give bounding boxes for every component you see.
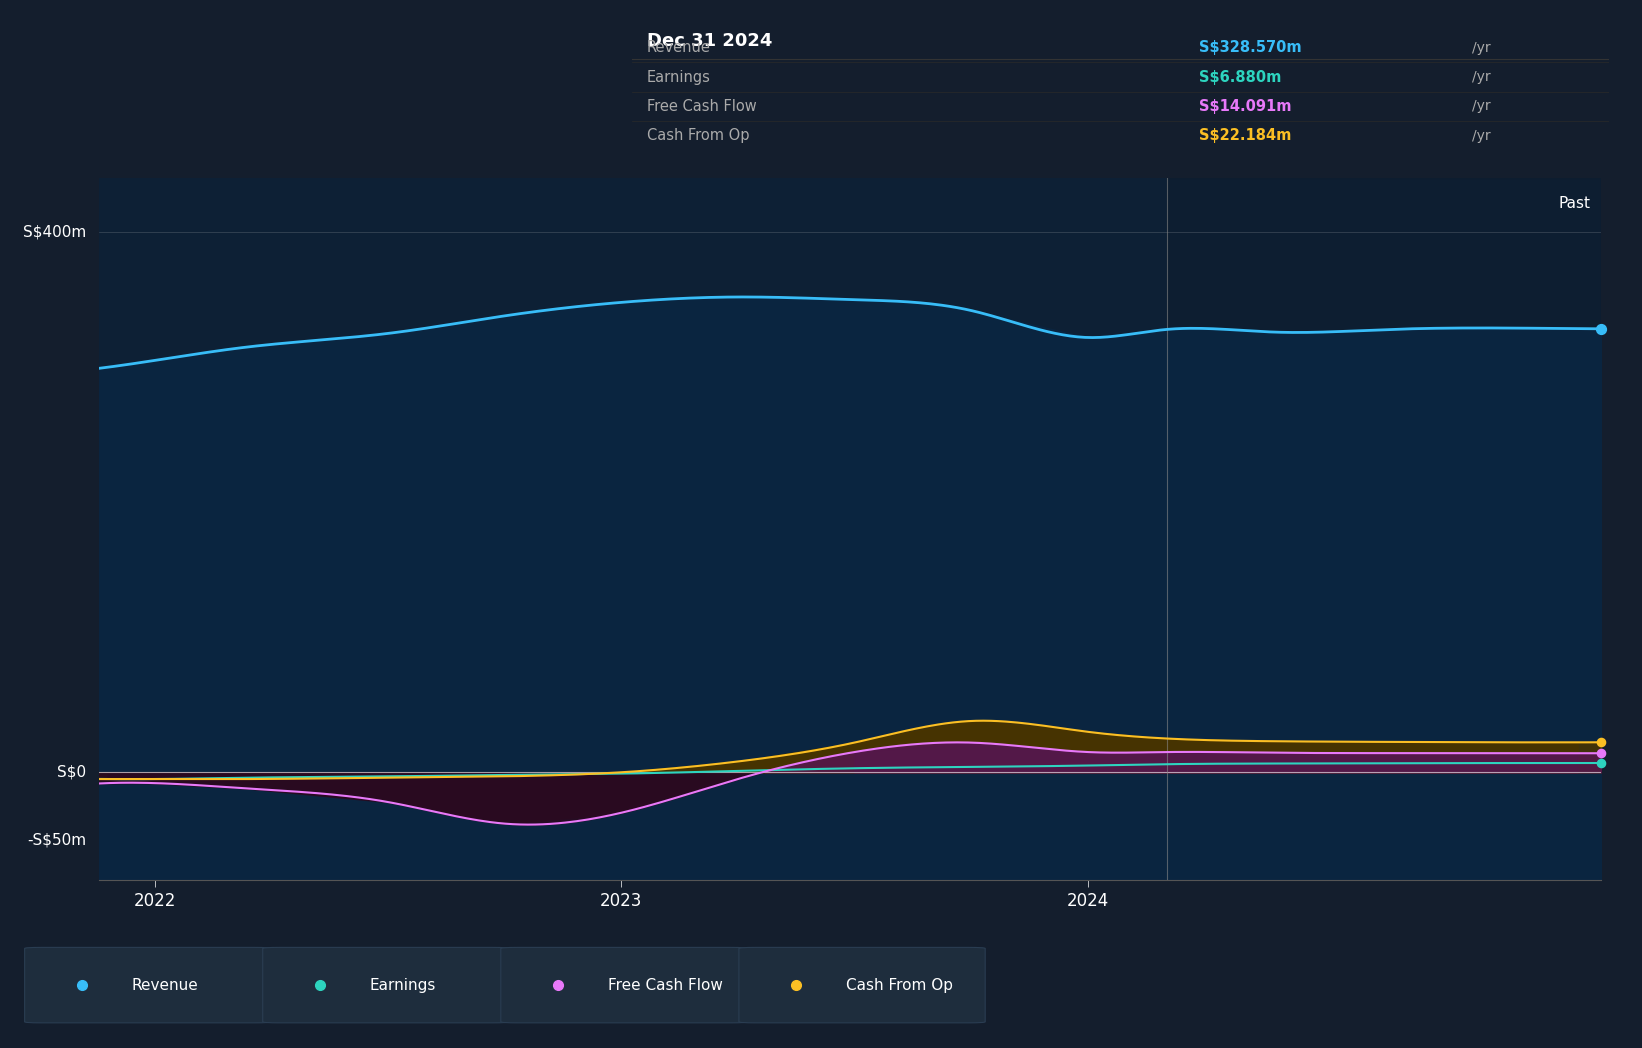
Text: /yr: /yr xyxy=(1473,100,1491,113)
Text: Dec 31 2024: Dec 31 2024 xyxy=(647,31,772,49)
Text: /yr: /yr xyxy=(1473,41,1491,54)
Point xyxy=(1588,755,1614,771)
Text: S$6.880m: S$6.880m xyxy=(1199,69,1281,85)
Text: /yr: /yr xyxy=(1473,129,1491,143)
FancyBboxPatch shape xyxy=(25,947,271,1023)
Text: Cash From Op: Cash From Op xyxy=(846,978,952,992)
Text: Revenue: Revenue xyxy=(131,978,199,992)
Text: Free Cash Flow: Free Cash Flow xyxy=(608,978,722,992)
Text: S$328.570m: S$328.570m xyxy=(1199,40,1302,56)
FancyBboxPatch shape xyxy=(739,947,985,1023)
Text: Earnings: Earnings xyxy=(369,978,435,992)
FancyBboxPatch shape xyxy=(263,947,509,1023)
Text: S$400m: S$400m xyxy=(23,224,87,240)
Text: Revenue: Revenue xyxy=(647,40,711,56)
Text: S$0: S$0 xyxy=(57,765,87,780)
Text: Free Cash Flow: Free Cash Flow xyxy=(647,99,757,114)
Text: Cash From Op: Cash From Op xyxy=(647,128,749,144)
Text: /yr: /yr xyxy=(1473,70,1491,84)
Point xyxy=(1588,321,1614,337)
Text: S$14.091m: S$14.091m xyxy=(1199,99,1291,114)
Bar xyxy=(1167,178,1601,880)
Point xyxy=(1588,734,1614,750)
Point xyxy=(1588,745,1614,762)
FancyBboxPatch shape xyxy=(501,947,747,1023)
Text: Past: Past xyxy=(1558,196,1591,211)
Text: -S$50m: -S$50m xyxy=(28,832,87,848)
Text: S$22.184m: S$22.184m xyxy=(1199,128,1291,144)
Text: Earnings: Earnings xyxy=(647,69,711,85)
